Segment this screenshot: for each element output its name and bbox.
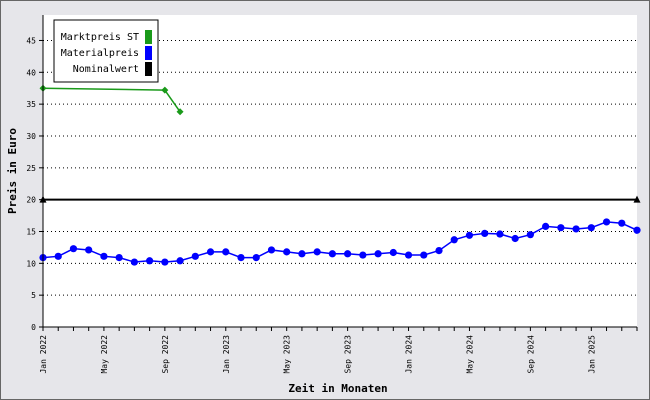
x-tick-label: Sep 2024 <box>526 335 535 374</box>
data-point <box>54 252 62 260</box>
data-point <box>85 246 93 254</box>
data-point <box>252 253 260 262</box>
legend-swatch <box>145 62 152 76</box>
data-point <box>465 231 474 239</box>
data-point <box>206 248 215 256</box>
y-tick-label: 25 <box>26 164 36 173</box>
data-point <box>176 108 184 116</box>
y-tick-label: 35 <box>26 100 36 109</box>
data-point <box>496 230 504 238</box>
x-tick-label: Jan 2023 <box>222 335 231 374</box>
x-axis-ticks: Jan 2022 May 2022 Sep 2022 Jan 2023 May 2023… <box>39 327 638 374</box>
x-tick-label: May 2024 <box>465 335 474 374</box>
legend-box <box>53 19 159 83</box>
data-point <box>130 258 138 266</box>
data-point <box>161 258 169 266</box>
data-point <box>618 219 626 227</box>
legend-label: Materialpreis <box>61 48 139 59</box>
data-point <box>511 234 519 243</box>
data-point <box>176 257 184 265</box>
series-line <box>42 221 638 263</box>
data-point <box>115 253 123 262</box>
series-group <box>39 84 641 266</box>
y-tick-label: 10 <box>26 259 36 268</box>
data-point <box>191 252 199 260</box>
data-point <box>572 225 580 233</box>
data-point <box>237 253 245 262</box>
data-point <box>450 236 458 244</box>
legend: Marktpreis ST Materialpreis Nominalwert <box>53 19 159 83</box>
data-point <box>526 231 534 239</box>
legend-label: Marktpreis ST <box>61 32 139 43</box>
data-point <box>404 251 413 259</box>
data-point <box>633 195 641 203</box>
data-point <box>374 250 382 258</box>
x-tick-label: Sep 2022 <box>161 335 170 374</box>
legend-label: Nominalwert <box>73 64 139 75</box>
data-point <box>542 222 550 230</box>
x-tick-label: May 2023 <box>283 335 292 374</box>
data-point <box>69 245 78 253</box>
data-point <box>313 248 321 256</box>
x-tick-label: May 2022 <box>100 335 109 374</box>
y-tick-label: 45 <box>26 36 36 45</box>
data-point <box>344 250 352 258</box>
data-point <box>161 86 169 94</box>
data-point <box>389 248 397 257</box>
data-point <box>146 257 154 265</box>
data-point <box>222 248 230 256</box>
data-point <box>587 224 595 232</box>
data-point <box>420 251 428 259</box>
data-point <box>435 246 443 255</box>
x-tick-label: Jan 2024 <box>405 335 414 374</box>
legend-swatch <box>145 46 152 60</box>
y-tick-label: 20 <box>26 196 36 205</box>
data-point <box>481 229 489 237</box>
y-tick-label: 5 <box>31 291 36 300</box>
data-point <box>359 251 367 259</box>
series-marktpreis-st <box>39 84 184 116</box>
x-tick-label: Jan 2022 <box>39 335 48 374</box>
data-point <box>328 250 336 258</box>
data-point <box>557 224 565 232</box>
x-axis-label: Zeit in Monaten <box>288 382 387 395</box>
y-axis-label: Preis in Euro <box>6 128 19 214</box>
data-point <box>283 248 291 256</box>
series-materialpreis <box>39 218 641 266</box>
y-tick-label: 30 <box>26 132 36 141</box>
y-tick-label: 15 <box>26 227 36 236</box>
x-tick-label: Jan 2025 <box>587 335 596 374</box>
legend-swatch <box>145 30 152 44</box>
data-point <box>633 226 641 234</box>
data-point <box>298 250 306 258</box>
data-point <box>267 246 276 254</box>
y-tick-label: 40 <box>26 68 36 77</box>
data-point <box>100 252 108 260</box>
y-axis-ticks: 0 5 10 15 20 25 30 35 40 45 <box>26 36 43 332</box>
data-point <box>602 218 611 226</box>
x-tick-label: Sep 2023 <box>344 335 353 374</box>
y-tick-label: 0 <box>31 323 36 332</box>
